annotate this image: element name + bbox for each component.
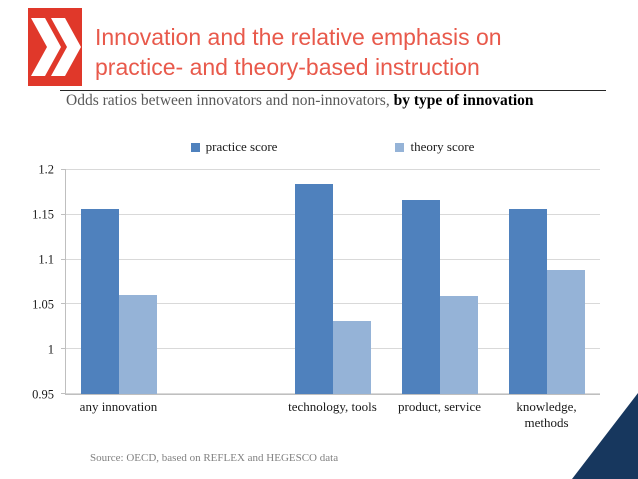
bar-group — [386, 170, 493, 394]
bar-group — [173, 170, 280, 394]
oecd-logo — [28, 8, 82, 86]
legend-swatch — [395, 142, 405, 152]
bar-theory-score — [119, 294, 158, 394]
y-tick-label: 0.95 — [32, 387, 54, 402]
y-axis: 0.95 1 1.05 1.1 1.15 1.2 — [0, 163, 60, 402]
gridline — [66, 169, 600, 170]
double-chevron-icon — [31, 18, 81, 76]
y-tick-mark — [61, 348, 66, 350]
bar-practice-score — [508, 209, 547, 394]
x-axis-label: any innovation — [79, 399, 158, 414]
bar-group — [280, 170, 387, 394]
bar-theory-score — [332, 321, 371, 394]
subtitle-bold: by type of innovation — [393, 92, 534, 109]
title-line-1: Innovation and the relative emphasis on — [95, 24, 502, 50]
legend-label: practice score — [205, 139, 278, 154]
gridline — [66, 258, 600, 260]
chart-legend: practice score theory score — [65, 139, 600, 155]
y-tick-mark — [61, 303, 66, 305]
plot-area — [61, 169, 600, 395]
x-axis-label: technology, tools — [288, 399, 377, 414]
title-line-2: practice- and theory-based instruction — [95, 54, 480, 80]
x-axis-labels: any innovation technology, tools product, … — [65, 399, 600, 431]
y-tick-label: 1.2 — [38, 162, 54, 177]
gridline — [66, 213, 600, 215]
chart-subtitle: Odds ratios between innovators and non-i… — [66, 92, 611, 110]
bar-theory-score — [439, 296, 478, 394]
slide-title: Innovation and the relative emphasis on … — [95, 22, 615, 82]
y-tick-mark — [61, 213, 66, 215]
x-axis-label: product, service — [397, 399, 482, 414]
legend-item: practice score — [190, 139, 278, 155]
y-tick-mark — [61, 258, 66, 260]
legend-swatch — [190, 142, 200, 152]
y-tick-label: 1 — [47, 342, 54, 357]
y-tick-label: 1.15 — [32, 207, 54, 222]
bar-group — [66, 170, 173, 394]
bars — [66, 170, 600, 394]
bar-practice-score — [401, 199, 440, 394]
y-tick-label: 1.1 — [38, 252, 54, 267]
bar-theory-score — [546, 270, 585, 394]
x-axis-label — [172, 399, 279, 431]
legend-item: theory score — [395, 139, 474, 155]
gridline — [66, 303, 600, 305]
subtitle-normal: Odds ratios between innovators and non-i… — [66, 92, 394, 109]
y-tick-label: 1.05 — [32, 297, 54, 312]
y-tick-mark — [61, 393, 66, 394]
legend-label: theory score — [410, 139, 475, 154]
bar-practice-score — [81, 208, 120, 394]
bar-group — [493, 170, 600, 394]
x-axis-label: knowledge, methods — [516, 399, 577, 430]
title-divider — [60, 90, 606, 91]
y-tick-mark — [61, 169, 66, 170]
bar-practice-score — [294, 184, 333, 394]
source-note: Source: OECD, based on REFLEX and HEGESC… — [90, 452, 339, 464]
